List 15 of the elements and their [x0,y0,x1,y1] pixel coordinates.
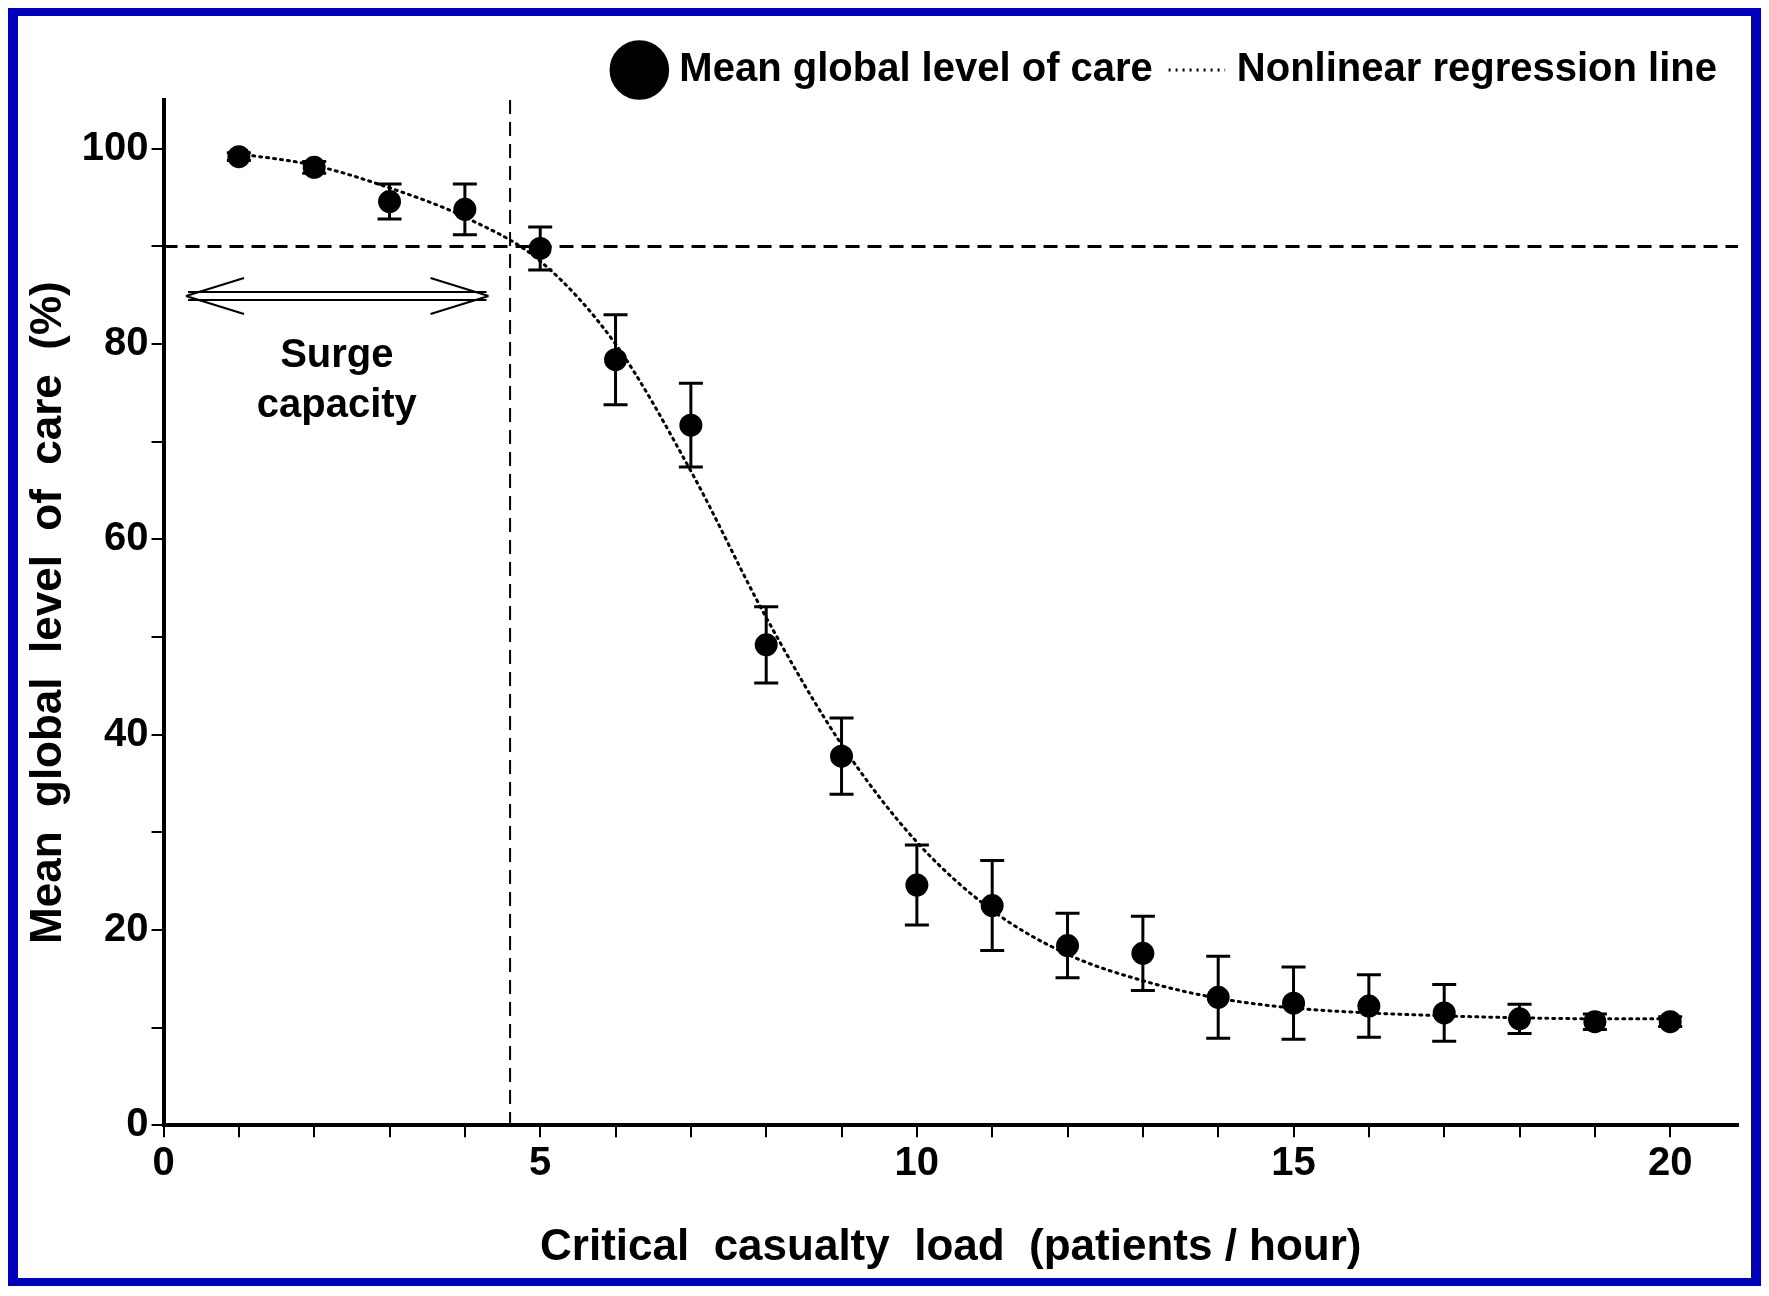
y-tick-label: 40 [104,709,149,754]
annotation: Surge capacity [256,331,418,426]
y-tick-label: 60 [104,514,149,559]
x-tick-label: 20 [1647,1139,1693,1184]
y-tick-label: 100 [81,123,149,168]
legend-label: Mean global level of care [679,45,1153,90]
y-axis-title: Mean global level of care (%) [20,281,70,944]
y-tick-label: 80 [104,319,149,364]
x-tick-label: 10 [894,1139,940,1184]
y-tick-label: 0 [126,1100,149,1145]
x-tick-label: 15 [1271,1139,1316,1184]
x-tick-label: 5 [529,1139,552,1184]
x-axis-title: Critical casualty load (patients / hour) [540,1219,1362,1269]
legend-label: Nonlinear regression line [1236,45,1717,90]
y-tick-label: 20 [104,904,149,949]
